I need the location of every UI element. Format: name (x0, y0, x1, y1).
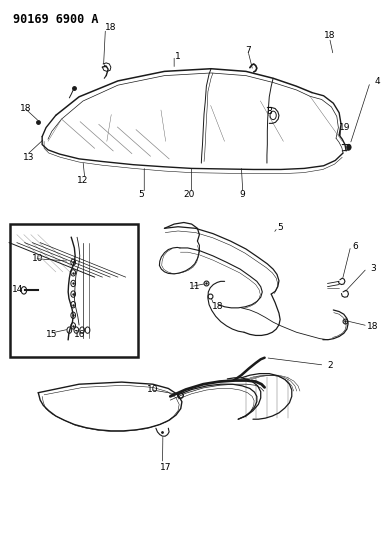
Text: 3: 3 (370, 264, 376, 273)
Text: 18: 18 (105, 23, 117, 32)
Text: 20: 20 (184, 190, 195, 199)
Text: 19: 19 (339, 123, 351, 132)
Text: 5: 5 (138, 190, 144, 199)
Text: 1: 1 (175, 52, 181, 61)
Text: 2: 2 (328, 361, 333, 370)
Text: 10: 10 (32, 254, 44, 263)
Text: 18: 18 (367, 322, 378, 332)
Text: 9: 9 (239, 190, 245, 199)
Text: 15: 15 (46, 330, 57, 339)
Text: 8: 8 (266, 107, 272, 116)
Text: 13: 13 (23, 153, 34, 162)
Text: 6: 6 (353, 242, 359, 251)
Text: 10: 10 (147, 385, 158, 394)
Text: 18: 18 (20, 104, 32, 113)
Text: 90169 6900 A: 90169 6900 A (13, 13, 99, 26)
Text: 17: 17 (160, 464, 171, 472)
Text: 5: 5 (277, 223, 283, 232)
Text: 11: 11 (188, 282, 200, 291)
Text: 12: 12 (77, 176, 88, 185)
Text: 16: 16 (74, 330, 86, 339)
Text: 14: 14 (12, 285, 23, 294)
Bar (10, 224, 138, 357)
Text: 7: 7 (245, 46, 251, 55)
Text: 4: 4 (374, 77, 380, 86)
Circle shape (347, 144, 351, 150)
Text: 18: 18 (324, 31, 335, 41)
Text: 18: 18 (212, 302, 223, 311)
